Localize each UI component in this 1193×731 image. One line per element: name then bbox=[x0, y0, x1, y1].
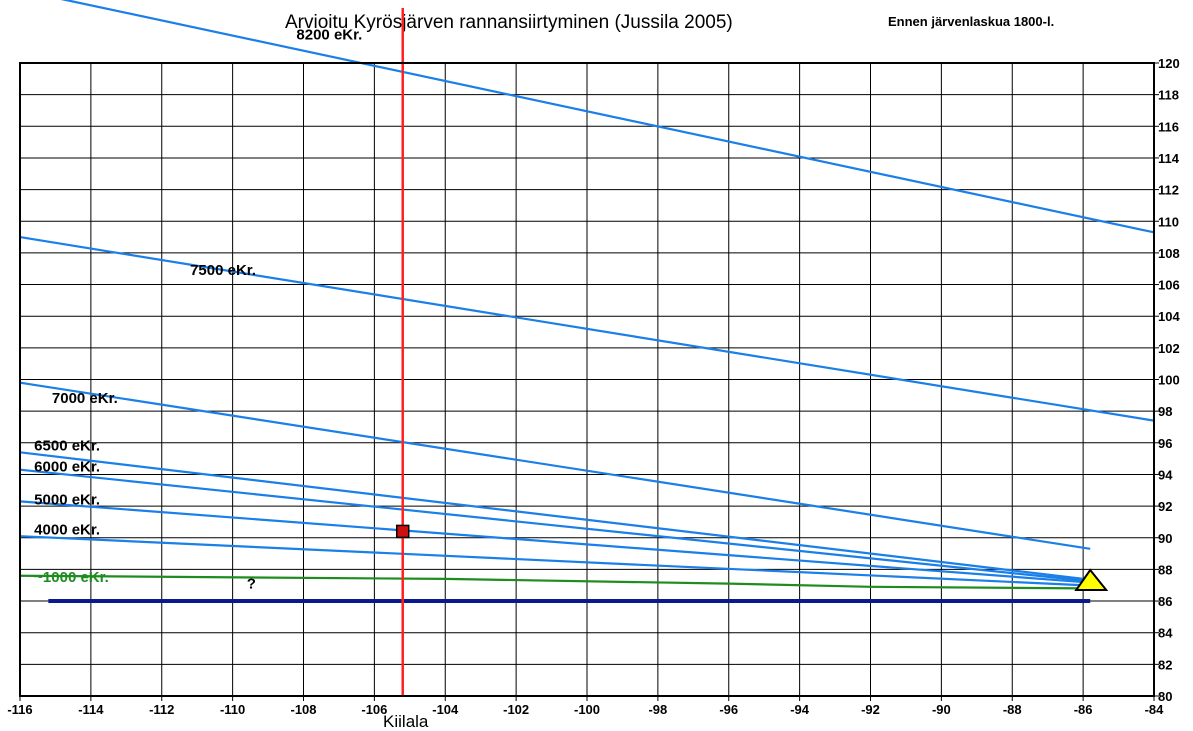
x-tick-label: -88 bbox=[1003, 702, 1022, 717]
series-line bbox=[19, 574, 1084, 590]
y-tick-label: 86 bbox=[1158, 594, 1172, 609]
x-tick-label: -84 bbox=[1145, 702, 1165, 717]
series-line bbox=[19, 500, 1084, 584]
y-tick-label: 100 bbox=[1158, 373, 1180, 388]
y-tick-label: 82 bbox=[1158, 657, 1172, 672]
y-tick-label: 80 bbox=[1158, 689, 1172, 704]
y-tick-label: 112 bbox=[1158, 183, 1179, 198]
kiilala-label: Kiilala bbox=[383, 712, 429, 731]
x-tick-label: -102 bbox=[503, 702, 529, 717]
series-label: 6500 eKr. bbox=[34, 438, 100, 455]
x-tick-label: -104 bbox=[432, 702, 459, 717]
y-tick-label: 94 bbox=[1158, 467, 1173, 482]
markers bbox=[395, 8, 1109, 696]
y-tick-label: 92 bbox=[1158, 499, 1172, 514]
series-line bbox=[19, 235, 1155, 422]
y-tick-label: 104 bbox=[1158, 309, 1180, 324]
series-line bbox=[19, 381, 1091, 550]
series-line bbox=[19, 535, 1084, 587]
y-tick-label: 106 bbox=[1158, 278, 1180, 293]
x-tick-label: -98 bbox=[648, 702, 667, 717]
series-label: 7500 eKr. bbox=[190, 262, 256, 279]
plot-frame bbox=[19, 62, 1155, 697]
labels: -116 -114 -112 -110 -108 -106 -104 -102 -100 -98 -… bbox=[7, 26, 1180, 731]
x-tick-label: -96 bbox=[719, 702, 738, 717]
y-tick-label: 88 bbox=[1158, 562, 1172, 577]
x-tick-label: -106 bbox=[361, 702, 387, 717]
y-tick-label: 90 bbox=[1158, 531, 1172, 546]
x-tick-label: -116 bbox=[7, 702, 32, 717]
x-tick-label: -92 bbox=[861, 702, 880, 717]
y-tick-label: 116 bbox=[1158, 119, 1179, 134]
x-tick-label: -100 bbox=[574, 702, 600, 717]
series-label: ~1000 eKr. bbox=[34, 569, 109, 586]
y-tick-label: 84 bbox=[1158, 626, 1173, 641]
x-tick-label: -110 bbox=[220, 702, 245, 717]
question-mark: ? bbox=[247, 575, 256, 592]
grid bbox=[19, 62, 1159, 701]
y-tick-label: 98 bbox=[1158, 404, 1172, 419]
outlet-triangle-marker bbox=[1074, 568, 1109, 592]
y-tick-label: 96 bbox=[1158, 436, 1172, 451]
series-label: 8200 eKr. bbox=[296, 26, 362, 43]
x-tick-label: -90 bbox=[932, 702, 951, 717]
series-label: 4000 eKr. bbox=[34, 522, 100, 539]
series-label: 7000 eKr. bbox=[52, 390, 118, 407]
x-tick-label: -94 bbox=[790, 702, 810, 717]
y-tick-label: 110 bbox=[1158, 214, 1179, 229]
series-line bbox=[19, 468, 1084, 582]
x-tick-label: -86 bbox=[1074, 702, 1093, 717]
series-label: 5000 eKr. bbox=[34, 492, 100, 509]
y-tick-label: 118 bbox=[1158, 88, 1179, 103]
chart-subtitle: Ennen järvenlaskua 1800-l. bbox=[888, 14, 1054, 29]
series-lines bbox=[19, 0, 1155, 604]
chart-title: Arvioitu Kyrösjärven rannansiirtyminen (… bbox=[285, 12, 733, 33]
y-tick-label: 102 bbox=[1158, 341, 1180, 356]
series-label: 6000 eKr. bbox=[34, 458, 100, 475]
x-tick-label: -114 bbox=[78, 702, 104, 717]
y-tick-label: 114 bbox=[1158, 151, 1180, 166]
series-line bbox=[19, 451, 1084, 580]
y-tick-label: 120 bbox=[1158, 56, 1180, 71]
series-line bbox=[60, 0, 1155, 234]
y-tick-label: 108 bbox=[1158, 246, 1180, 261]
x-tick-label: -108 bbox=[290, 702, 316, 717]
x-tick-label: -112 bbox=[149, 702, 174, 717]
site-square-marker bbox=[395, 524, 410, 539]
